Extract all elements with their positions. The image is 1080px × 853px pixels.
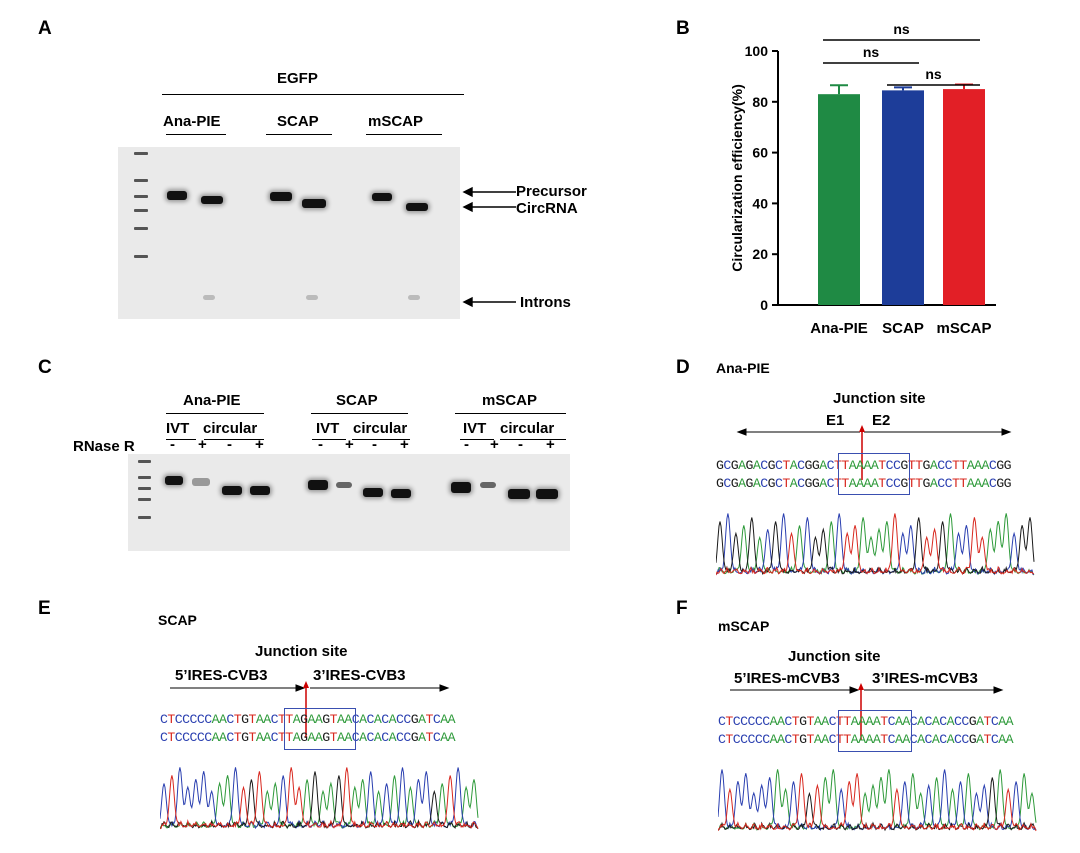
gel-image-c <box>128 454 570 551</box>
y-axis-label: Circularization efficiency(%) <box>729 84 745 272</box>
panel-label-a: A <box>38 18 52 39</box>
x-tick-label: mSCAP <box>936 320 991 337</box>
f-junction-arrows <box>730 683 1004 740</box>
gel-arrows <box>462 186 516 308</box>
trace-t <box>160 767 479 830</box>
sign-plus: + <box>400 436 409 453</box>
e-junction-arrows <box>170 681 450 738</box>
trace-t <box>718 773 1037 832</box>
e-sequence-row-1: CTCCCCCAACTGTAACTTAGAAGTAACACACACCGATCAA <box>160 712 456 727</box>
d-junction-box <box>838 453 910 495</box>
e-sequence-row-2: CTCCCCCAACTGTAACTTAGAAGTAACACACACCGATCAA <box>160 730 456 745</box>
sign-minus: - <box>518 436 523 453</box>
panel-label-f: F <box>676 598 688 619</box>
c-ivt-3: IVT <box>463 420 487 437</box>
f-junction-box <box>838 710 912 752</box>
c-ivt-2: IVT <box>316 420 340 437</box>
trace-t <box>716 513 1035 576</box>
bar-ana-pie <box>818 94 860 306</box>
sign-plus: + <box>546 436 555 453</box>
e-left-label: 5’IRES-CVB3 <box>175 667 268 684</box>
panel-label-d: D <box>676 357 690 378</box>
panel-label-c: C <box>38 357 52 378</box>
f-construct-name: mSCAP <box>718 618 770 634</box>
e-junction-box <box>284 708 356 750</box>
sign-minus: - <box>170 436 175 453</box>
x-tick-label: SCAP <box>882 320 924 337</box>
c-ivt-1: IVT <box>166 420 190 437</box>
y-tick-label: 20 <box>752 246 768 262</box>
annotation-circrna: CircRNA <box>516 200 578 217</box>
c-construct-ana-pie: Ana-PIE <box>183 392 241 409</box>
trace-g <box>160 771 479 830</box>
f-left-label: 5’IRES-mCVB3 <box>734 670 840 687</box>
significance-label: ns <box>863 44 880 60</box>
y-tick-label: 0 <box>760 297 768 313</box>
y-tick-label: 40 <box>752 195 768 211</box>
egfp-label: EGFP <box>277 70 318 87</box>
x-tick-label: Ana-PIE <box>810 320 868 337</box>
e-construct-name: SCAP <box>158 612 197 628</box>
d-chromatogram <box>716 513 1035 576</box>
significance-label: ns <box>925 66 942 82</box>
panel-label-e: E <box>38 598 51 619</box>
lane-label-scap: SCAP <box>277 113 319 130</box>
f-junction-label: Junction site <box>788 648 881 665</box>
rnase-r-label: RNase R <box>73 438 135 455</box>
e-chromatogram <box>160 767 479 830</box>
bar-scap <box>882 90 924 306</box>
bracket-mscap <box>366 134 442 135</box>
sign-plus: + <box>198 436 207 453</box>
f-sequence-row-1: CTCCCCCAACTGTAACTTAAAATCAACACACACCGATCAA <box>718 714 1014 729</box>
sign-plus: + <box>345 436 354 453</box>
gel-image-a <box>118 147 460 319</box>
f-chromatogram <box>718 769 1037 832</box>
y-tick-label: 60 <box>752 145 768 161</box>
c-construct-scap: SCAP <box>336 392 378 409</box>
bar-mscap <box>943 89 985 305</box>
c-circular-3: circular <box>500 420 555 437</box>
c-circular-1: circular <box>203 420 258 437</box>
sign-minus: - <box>227 436 232 453</box>
d-junction-label: Junction site <box>833 390 926 407</box>
bracket-ana-pie <box>166 134 226 135</box>
f-sequence-row-2: CTCCCCCAACTGTAACTTAAAATCAACACACACCGATCAA <box>718 732 1014 747</box>
d-e2-label: E2 <box>872 412 891 429</box>
e-junction-label: Junction site <box>255 643 348 660</box>
lane-label-mscap: mSCAP <box>368 113 424 130</box>
f-right-label: 3’IRES-mCVB3 <box>872 670 978 687</box>
d-construct-name: Ana-PIE <box>716 360 770 376</box>
sign-plus: + <box>490 436 499 453</box>
trace-c <box>160 767 479 829</box>
sign-minus: - <box>372 436 377 453</box>
lane-label-ana-pie: Ana-PIE <box>163 113 221 130</box>
annotation-precursor: Precursor <box>516 183 587 200</box>
sign-minus: - <box>464 436 469 453</box>
e-right-label: 3’IRES-CVB3 <box>313 667 406 684</box>
c-circular-2: circular <box>353 420 408 437</box>
y-tick-label: 80 <box>752 94 768 110</box>
significance-label: ns <box>893 21 910 37</box>
c-construct-mscap: mSCAP <box>482 392 538 409</box>
sign-minus: - <box>318 436 323 453</box>
annotation-introns: Introns <box>520 294 571 311</box>
sign-plus: + <box>255 436 264 453</box>
trace-g <box>716 517 1035 576</box>
y-tick-label: 100 <box>745 43 769 59</box>
panel-label-b: B <box>676 18 690 39</box>
trace-c <box>718 769 1037 831</box>
d-junction-arrows <box>736 425 1012 480</box>
egfp-bracket <box>162 94 464 95</box>
d-e1-label: E1 <box>826 412 845 429</box>
bracket-scap <box>266 134 332 135</box>
d-sequence-row-1: GCGAGACGCTACGGACTTAAAATCCGTTGACCTTAAACGG <box>716 458 1012 473</box>
bar-chart-b: 0 20 40 60 80 100 Circularization efficiency(%… <box>729 21 996 337</box>
d-sequence-row-2: GCGAGACGCTACGGACTTAAAATCCGTTGACCTTAAACGG <box>716 476 1012 491</box>
